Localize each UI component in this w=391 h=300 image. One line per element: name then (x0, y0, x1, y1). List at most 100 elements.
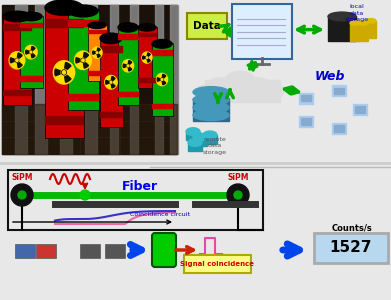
Circle shape (75, 51, 91, 70)
Wedge shape (10, 58, 14, 63)
FancyBboxPatch shape (187, 13, 227, 40)
Wedge shape (123, 64, 126, 68)
Circle shape (105, 76, 117, 89)
Text: SiPM: SiPM (11, 172, 33, 182)
FancyBboxPatch shape (151, 43, 172, 116)
Wedge shape (111, 76, 115, 80)
Circle shape (234, 191, 242, 199)
Wedge shape (18, 53, 22, 58)
Bar (60, 5, 72, 154)
Wedge shape (31, 46, 35, 50)
Circle shape (142, 52, 152, 63)
Text: local
data
storage: local data storage (345, 4, 369, 22)
Text: Counts/s: Counts/s (332, 224, 372, 232)
Ellipse shape (100, 33, 122, 44)
Circle shape (92, 47, 102, 58)
Circle shape (62, 70, 66, 75)
Ellipse shape (193, 102, 229, 113)
Bar (88, 30, 106, 33)
Circle shape (80, 190, 90, 200)
Ellipse shape (350, 21, 360, 25)
Wedge shape (111, 84, 115, 88)
Bar (152, 50, 172, 55)
Ellipse shape (193, 133, 207, 141)
Wedge shape (65, 62, 71, 69)
Circle shape (25, 45, 37, 59)
Bar (155, 5, 163, 154)
Wedge shape (162, 81, 166, 85)
Bar (334, 125, 344, 132)
Ellipse shape (366, 19, 376, 23)
Bar (299, 116, 313, 127)
Bar (110, 5, 118, 154)
Ellipse shape (118, 23, 138, 32)
Bar (118, 34, 138, 39)
Text: Fiber: Fiber (122, 179, 158, 193)
Ellipse shape (203, 131, 217, 139)
Wedge shape (26, 50, 29, 54)
Ellipse shape (260, 83, 284, 99)
Bar (45, 116, 83, 124)
Bar (332, 85, 346, 96)
Circle shape (96, 52, 98, 54)
Bar (45, 19, 83, 27)
Text: 1527: 1527 (330, 241, 372, 256)
Wedge shape (157, 78, 160, 81)
FancyBboxPatch shape (88, 25, 106, 81)
Text: Data: Data (193, 21, 221, 31)
Bar (3, 24, 31, 30)
Bar (170, 5, 178, 154)
FancyBboxPatch shape (314, 233, 388, 263)
Bar (118, 92, 138, 97)
Wedge shape (147, 59, 150, 62)
Circle shape (9, 52, 25, 69)
FancyBboxPatch shape (184, 255, 251, 273)
Wedge shape (128, 61, 132, 64)
FancyBboxPatch shape (20, 16, 43, 88)
Circle shape (16, 59, 18, 61)
Bar (105, 244, 125, 258)
Bar (130, 5, 138, 154)
Ellipse shape (193, 94, 229, 105)
Ellipse shape (152, 40, 172, 48)
Circle shape (156, 74, 168, 86)
Bar (358, 23, 368, 40)
Wedge shape (162, 74, 166, 78)
Bar (328, 16, 356, 40)
Wedge shape (93, 51, 95, 54)
Text: remote
data
storage: remote data storage (203, 137, 227, 155)
Wedge shape (128, 67, 132, 71)
Bar (355, 106, 365, 113)
Bar (350, 23, 360, 40)
Wedge shape (55, 69, 60, 76)
Circle shape (63, 71, 66, 74)
Ellipse shape (244, 78, 272, 95)
Wedge shape (65, 75, 71, 82)
Circle shape (146, 57, 148, 59)
Wedge shape (97, 48, 100, 51)
Circle shape (81, 58, 85, 62)
Bar (332, 123, 346, 134)
Bar (138, 33, 156, 37)
Bar (193, 105, 229, 113)
Ellipse shape (188, 139, 202, 146)
Ellipse shape (3, 11, 31, 22)
Ellipse shape (358, 21, 368, 25)
Bar (299, 93, 313, 104)
Bar (366, 21, 376, 38)
FancyBboxPatch shape (68, 11, 99, 110)
Bar (188, 142, 202, 151)
Bar (85, 5, 97, 154)
Ellipse shape (138, 24, 156, 31)
Bar (193, 113, 229, 121)
Bar (15, 5, 27, 154)
Circle shape (110, 81, 112, 83)
Bar (68, 94, 98, 100)
Text: SiPM: SiPM (227, 172, 249, 182)
Circle shape (96, 52, 98, 53)
Bar (301, 118, 311, 124)
Ellipse shape (20, 12, 42, 21)
Bar (100, 112, 122, 117)
Circle shape (127, 65, 129, 67)
Bar (186, 132, 200, 140)
